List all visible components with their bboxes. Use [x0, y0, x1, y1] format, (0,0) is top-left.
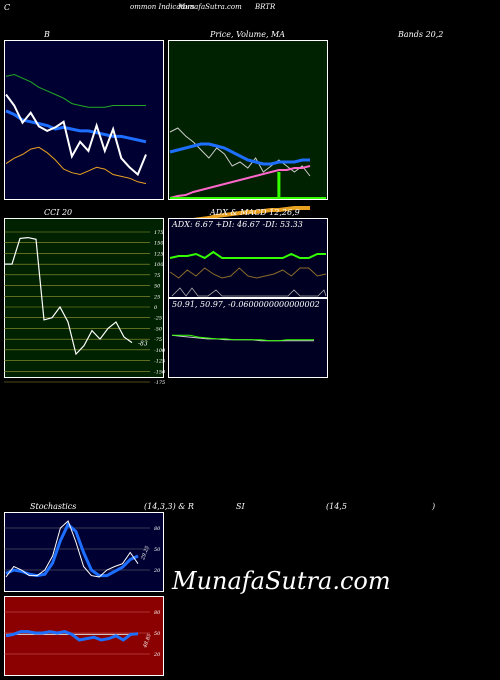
price-series-0: [169, 127, 311, 177]
rsi-tick-label: 50: [154, 631, 161, 637]
cci-tick-label: -50: [154, 326, 163, 332]
stoch-chart: 80 50 20 29.25: [4, 520, 161, 578]
stoch-params: (14,3,3) & R: [144, 502, 194, 511]
stoch-tick-label: 20: [153, 568, 161, 574]
price-panel: [168, 40, 328, 200]
cci-tick-label: 75: [154, 273, 160, 279]
cci-tick-label: 0: [154, 305, 158, 311]
cci-tick-label: -25: [154, 316, 162, 322]
adx-chart: [169, 250, 327, 297]
price-series-1: [169, 142, 310, 166]
cci-last-value: -83: [138, 341, 148, 348]
cci-chart: 175 150 125 100 75 50 25 0 -25 -50 -75 -100 -125 -150…: [4, 230, 166, 386]
stoch-tick-label: 80: [154, 526, 161, 532]
stoch-tick-label: 50: [154, 547, 161, 553]
rsi-line: [5, 630, 139, 642]
cci-label: CCI 20: [44, 208, 73, 217]
header-site: MunafaSutra.com: [178, 3, 242, 11]
stoch-last-value: 29.25: [140, 545, 151, 561]
stoch-label: Stochastics: [30, 502, 77, 511]
bands-title: Bands 20,2: [398, 30, 444, 39]
adx-label: ADX & MACD 12,26,9: [210, 208, 300, 217]
rsi-panel: [4, 596, 164, 676]
stoch-k-line: [5, 520, 139, 578]
price-series-2: [169, 165, 311, 199]
brand-watermark: MunafaSutra.com: [172, 567, 391, 595]
cci-line: [4, 236, 133, 356]
price-chart: [169, 127, 326, 226]
stoch-d-line: [5, 522, 139, 578]
adx-di-line: [169, 267, 327, 279]
cci-tick-label: 150: [154, 241, 164, 247]
adx-aux-line: [171, 287, 327, 297]
rsi-params: (14,5: [326, 502, 347, 511]
cci-tick-label: -150: [154, 369, 166, 375]
macd-chart: [171, 334, 314, 342]
bollinger-series-0: [5, 93, 147, 177]
price-label: Price, Volume, MA: [210, 30, 286, 39]
header-symbol: BRTR: [255, 3, 276, 11]
bollinger-series-1: [5, 109, 147, 144]
cci-tick-label: 25: [153, 294, 160, 300]
cci-tick-label: 175: [154, 230, 164, 236]
adx-main-line: [169, 250, 326, 260]
bollinger-chart: [5, 73, 147, 185]
rsi-last-value: 48.85: [142, 633, 153, 649]
bollinger-series-2: [5, 73, 146, 108]
rsi-tick-label: 20: [153, 652, 161, 658]
cci-tick-label: -100: [154, 348, 166, 354]
cci-panel: [4, 218, 164, 378]
rsi-tick-label: 80: [154, 610, 161, 616]
cci-tick-label: 50: [154, 284, 161, 290]
cci-tick-label: 125: [154, 251, 164, 257]
macd-readout: 50.91, 50.97, -0.0600000000000002: [172, 300, 320, 309]
cci-tick-label: -125: [154, 359, 165, 365]
header-c: C: [4, 3, 11, 12]
rsi-close: ): [432, 502, 436, 511]
cci-tick-label: -175: [154, 380, 165, 386]
cci-tick-label: -75: [154, 337, 162, 343]
macd-line: [172, 334, 314, 342]
adx-readout: ADX: 6.67 +DI: 46.67 -DI: 53.33: [172, 220, 303, 229]
header-title: ommon Indicators: [130, 3, 195, 11]
volume-bar-0: [277, 172, 281, 199]
bollinger-series-3: [5, 146, 147, 185]
cci-tick-label: 100: [154, 262, 164, 268]
bollinger-label: B: [44, 30, 50, 39]
rsi-label: SI: [236, 502, 245, 511]
